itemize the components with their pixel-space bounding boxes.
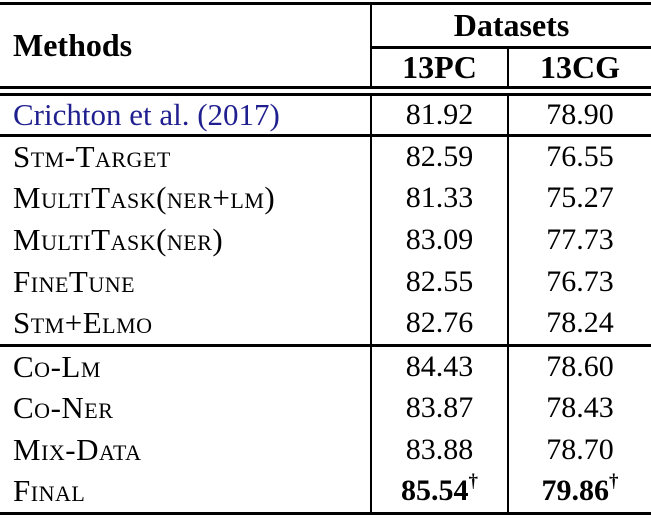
column-header-13cg: 13CG: [508, 47, 651, 96]
method-cell: Crichton et al. (2017): [0, 91, 372, 137]
score-13cg: 75.27: [546, 181, 614, 214]
column-header-methods: Methods: [0, 3, 372, 96]
method-cell: Final: [0, 471, 372, 515]
score-13pc: 82.59: [371, 135, 509, 177]
method-cell: Co-Lm: [0, 345, 372, 387]
score-13pc: 82.76: [371, 303, 509, 347]
results-table: Methods Datasets 13PC 13CG Crichton et a…: [0, 2, 651, 515]
dagger-marker: †: [609, 471, 619, 493]
table-row: Crichton et al. (2017) 81.92 78.90: [0, 91, 651, 137]
table-row: Final 85.54† 79.86†: [0, 471, 651, 515]
header-row-subcolumns: 13PC 13CG: [0, 47, 651, 96]
score-13cg: 76.73: [546, 265, 614, 298]
citation-link[interactable]: Crichton et al. (2017): [13, 96, 280, 132]
score-13pc: 83.09: [371, 219, 509, 261]
table-row: Co-Lm 84.43 78.60: [0, 345, 651, 387]
column-group-header-datasets: Datasets: [371, 3, 651, 49]
method-cell: Co-Ner: [0, 387, 372, 429]
score-13pc: 81.92: [371, 91, 509, 137]
method-cell: MultiTask(ner+lm): [0, 177, 372, 219]
score-13pc: 85.54†: [371, 471, 509, 515]
dagger-marker: †: [468, 471, 479, 493]
table-row: Stm+Elmo 82.76 78.24: [0, 303, 651, 347]
table-row: Stm-Target 82.59 76.55: [0, 135, 651, 177]
score-13pc: 83.88: [371, 429, 509, 471]
best-score-value: 79.86: [541, 474, 610, 508]
table-row: MultiTask(ner+lm) 81.33 75.27: [0, 177, 651, 219]
score-13cg: 76.55: [546, 139, 614, 173]
best-score-value: 85.54: [401, 474, 469, 508]
score-13pc: 84.43: [371, 345, 509, 387]
score-13cg: 78.90: [508, 91, 651, 137]
header-row-datasets: Methods Datasets: [0, 3, 651, 96]
score-13cg: 78.70: [546, 433, 614, 466]
score-13cg: 77.73: [546, 223, 614, 256]
method-cell: Stm-Target: [0, 135, 372, 177]
score-13pc: 81.33: [371, 177, 509, 219]
method-cell: Mix-Data: [0, 429, 372, 471]
table-row: FineTune 82.55 76.73: [0, 261, 651, 303]
table-row: Co-Ner 83.87 78.43: [0, 387, 651, 429]
score-13cg: 79.86†: [508, 471, 651, 515]
method-cell: MultiTask(ner): [0, 219, 372, 261]
method-cell: FineTune: [0, 261, 372, 303]
method-cell: Stm+Elmo: [0, 303, 372, 347]
score-13cg: 78.24: [508, 303, 651, 347]
score-13cg: 78.60: [546, 349, 614, 383]
table-row: MultiTask(ner) 83.09 77.73: [0, 219, 651, 261]
column-header-13pc: 13PC: [371, 47, 509, 96]
table-row: Mix-Data 83.88 78.70: [0, 429, 651, 471]
score-13pc: 82.55: [371, 261, 509, 303]
score-13pc: 83.87: [371, 387, 509, 429]
score-13cg: 78.43: [546, 391, 614, 424]
